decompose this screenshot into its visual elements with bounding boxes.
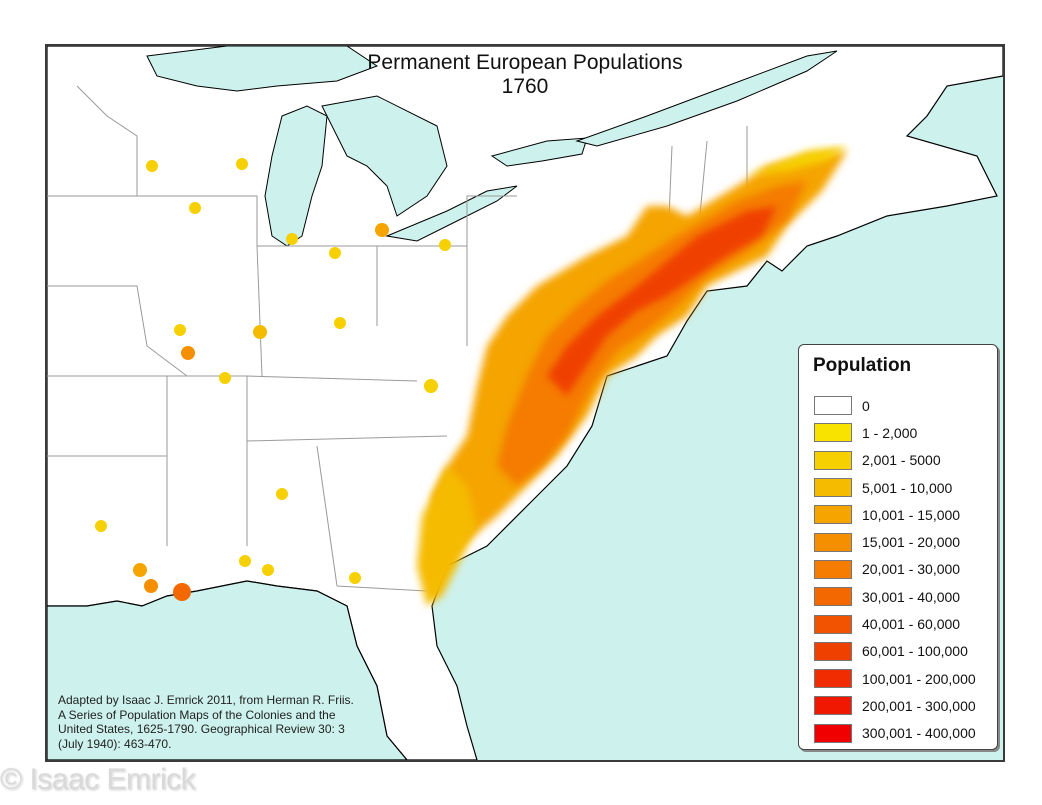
legend-row: 20,001 - 30,000 <box>814 556 976 583</box>
population-clusters <box>417 146 847 606</box>
legend-label: 10,001 - 15,000 <box>862 506 961 523</box>
legend-label: 100,001 - 200,000 <box>862 670 976 687</box>
legend-label: 15,001 - 20,000 <box>862 534 961 551</box>
legend-swatch <box>814 423 852 443</box>
legend-label: 0 <box>862 397 870 414</box>
copyright-watermark: © Isaac Emrick <box>0 763 196 796</box>
caption-line: A Series of Population Maps of the Colon… <box>58 707 336 722</box>
caption-line: Adapted by Isaac J. Emrick 2011, from He… <box>58 693 354 707</box>
map-frame: Permanent European Populations 1760 Popu… <box>45 44 1005 762</box>
population-map <box>47 46 1003 760</box>
lake-michigan <box>264 105 328 247</box>
legend-swatch <box>814 478 852 498</box>
settlement-dots <box>95 158 451 601</box>
legend-swatch <box>814 614 852 634</box>
legend-label: 300,001 - 400,000 <box>862 725 976 742</box>
lake-superior <box>146 46 379 92</box>
lake-erie <box>385 185 518 242</box>
state-borders <box>47 85 748 592</box>
legend-title: Population <box>813 355 912 376</box>
legend-row: 0 <box>814 392 976 419</box>
legend-row: 40,001 - 60,000 <box>814 610 976 637</box>
title-line-2: 1760 <box>501 75 549 98</box>
legend-label: 2,001 - 5000 <box>862 452 941 469</box>
legend-row: 2,001 - 5000 <box>814 447 976 474</box>
legend-rows: 0 1 - 2,000 2,001 - 5000 5,001 - 10,000 … <box>814 392 976 747</box>
legend-label: 1 - 2,000 <box>862 424 918 441</box>
source-caption: Adapted by Isaac J. Emrick 2011, from He… <box>47 693 388 751</box>
legend-label: 60,001 - 100,000 <box>862 643 968 660</box>
legend-row: 300,001 - 400,000 <box>814 720 976 747</box>
legend-swatch <box>814 641 852 661</box>
caption-line: United States, 1625-1790. Geographical R… <box>58 722 345 736</box>
caption-line: (July 1940): 463-470. <box>58 736 172 751</box>
legend-swatch <box>814 505 852 525</box>
legend-label: 20,001 - 30,000 <box>862 561 961 578</box>
map-title: Permanent European Populations 1760 <box>47 51 1003 99</box>
legend-swatch <box>814 669 852 689</box>
legend-label: 40,001 - 60,000 <box>862 616 961 633</box>
legend-row: 1 - 2,000 <box>814 419 976 446</box>
legend-swatch <box>814 450 852 470</box>
legend-swatch <box>814 696 852 716</box>
legend-label: 200,001 - 300,000 <box>862 697 976 714</box>
legend-row: 200,001 - 300,000 <box>814 692 976 719</box>
gulf-of-mexico <box>47 580 408 760</box>
legend-row: 30,001 - 40,000 <box>814 583 976 610</box>
legend-row: 60,001 - 100,000 <box>814 638 976 665</box>
legend-row: 100,001 - 200,000 <box>814 665 976 692</box>
legend: Population 0 1 - 2,000 2,001 - 5000 5,00… <box>798 344 998 750</box>
lake-huron <box>321 95 448 217</box>
st-lawrence <box>575 50 838 147</box>
legend-label: 5,001 - 10,000 <box>862 479 953 496</box>
legend-swatch <box>814 723 852 743</box>
legend-label: 30,001 - 40,000 <box>862 588 961 605</box>
legend-row: 5,001 - 10,000 <box>814 474 976 501</box>
legend-swatch <box>814 396 852 416</box>
title-line-1: Permanent European Populations <box>367 51 683 74</box>
legend-row: 15,001 - 20,000 <box>814 528 976 555</box>
legend-swatch <box>814 559 852 579</box>
legend-row: 10,001 - 15,000 <box>814 501 976 528</box>
legend-swatch <box>814 587 852 607</box>
legend-swatch <box>814 532 852 552</box>
lake-ontario <box>490 137 588 167</box>
